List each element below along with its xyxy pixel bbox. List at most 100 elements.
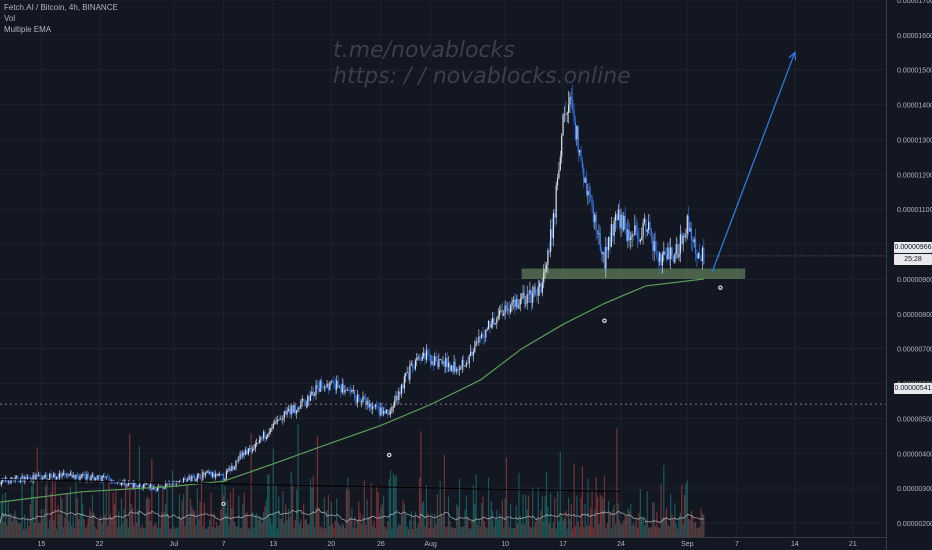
volume-bar (78, 518, 80, 537)
candle-body (682, 235, 684, 245)
time-tick-label: 24 (617, 541, 625, 548)
volume-bar (169, 528, 171, 537)
volume-bar (220, 509, 222, 537)
volume-bar (192, 509, 194, 537)
volume-bar (623, 520, 625, 537)
volume-bar (650, 526, 652, 537)
volume-bar (221, 478, 223, 537)
volume-bar (598, 524, 600, 537)
candle-body (185, 479, 187, 482)
volume-bar (432, 527, 434, 537)
time-axis[interactable]: 15 22 Jul 7 13 20 26 Aug 10 17 24 Sep 7 14 21 (0, 537, 886, 549)
volume-bar (149, 520, 152, 537)
candle-body (22, 476, 25, 483)
candle-body (315, 385, 317, 395)
volume-bar (547, 506, 549, 537)
candle-body (11, 477, 14, 480)
volume-bar (475, 474, 477, 537)
candle-body (584, 178, 586, 183)
volume-bar (165, 504, 167, 537)
candle-body (15, 476, 18, 478)
volume-bar (369, 516, 371, 537)
candle-body (664, 251, 666, 255)
volume-bar (544, 496, 546, 537)
candle-body (456, 368, 458, 372)
candle-body (481, 333, 483, 338)
volume-bar (358, 501, 360, 537)
volume-bar (627, 507, 629, 537)
candle-body (645, 218, 647, 232)
candle-body (218, 473, 221, 475)
volume-bar (516, 523, 519, 537)
candle-body (612, 224, 614, 236)
ema-indicator-label[interactable]: Multiple EMA (4, 25, 52, 34)
volume-bar (661, 517, 664, 537)
volume-bar (588, 525, 590, 537)
candle-body (551, 229, 553, 238)
candle-body (446, 357, 448, 368)
volume-bar (636, 527, 639, 537)
volume-bar (282, 491, 284, 537)
candle-body (590, 194, 592, 198)
candle-body (398, 391, 400, 401)
volume-bar (240, 528, 243, 537)
volume-bar (193, 511, 196, 537)
volume-bar (606, 523, 608, 537)
volume-bar (216, 522, 218, 537)
volume-bar (594, 509, 596, 537)
candle-body (165, 483, 167, 488)
candle-body (594, 214, 596, 222)
candle-body (372, 406, 374, 410)
volume-bar (671, 514, 673, 537)
volume-bar (532, 487, 534, 537)
candle-body (394, 400, 396, 407)
candle-body (93, 475, 95, 481)
price-tick-label: 0.00001600 (897, 33, 932, 40)
volume-bar (153, 524, 156, 537)
candle-body (381, 407, 383, 414)
volume-bar (115, 490, 117, 537)
volume-bar (423, 501, 425, 537)
volume-indicator-label[interactable]: Vol (4, 14, 16, 23)
candle-body (109, 479, 112, 483)
volume-bar (610, 528, 612, 537)
candle-body (653, 241, 655, 252)
volume-bar (534, 521, 537, 537)
candle-body (296, 410, 298, 414)
volume-bar (316, 435, 319, 537)
candle-body (492, 317, 494, 325)
volume-bar (643, 525, 646, 537)
volume-bar (464, 509, 466, 537)
candle-body (471, 351, 473, 356)
candle-body (61, 474, 63, 477)
event-marker-dot (388, 454, 391, 457)
support-zone (521, 268, 746, 279)
price-axis[interactable]: 0.00001700 0.00001600 0.00001500 0.00001400… (886, 0, 932, 550)
volume-bar (628, 510, 630, 537)
candle-body (580, 150, 582, 161)
volume-bar (360, 524, 363, 537)
candle-body (4, 477, 7, 480)
candle-body (625, 228, 628, 241)
candle-body (468, 355, 470, 364)
volume-bar (410, 511, 412, 537)
event-marker-dot (719, 286, 722, 289)
candle-body (122, 482, 124, 484)
candle-body (319, 380, 321, 392)
candle-body (304, 400, 306, 407)
volume-bar (533, 526, 535, 537)
volume-bar (696, 528, 698, 537)
candle-body (648, 221, 650, 231)
candle-body (460, 366, 462, 370)
price-tick-label: 0.00000800 (897, 312, 932, 319)
volume-bar (405, 514, 407, 537)
volume-bar (325, 528, 327, 537)
candle-body (133, 482, 135, 488)
volume-bar (61, 498, 63, 537)
volume-bar (209, 519, 211, 537)
symbol-title[interactable]: Fetch.AI / Bitcoin, 4h, BINANCE (4, 3, 118, 12)
volume-bar (672, 519, 675, 537)
volume-bar (4, 492, 7, 537)
